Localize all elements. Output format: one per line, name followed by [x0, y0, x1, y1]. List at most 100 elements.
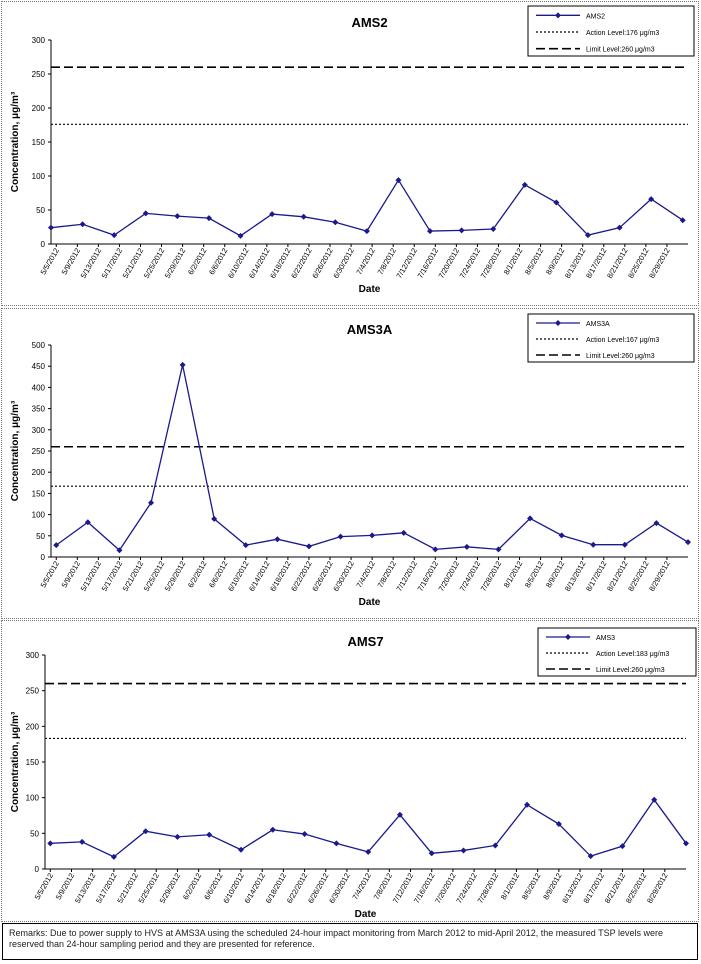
chart-ams3a-x-tick-label: 5/5/2012	[39, 560, 61, 590]
chart-ams2-x-tick-label: 5/29/2012	[163, 247, 187, 280]
chart-ams2-data-point	[616, 224, 623, 231]
chart-ams2-legend-series-label: AMS2	[586, 13, 605, 20]
chart-ams7-data-point	[428, 850, 435, 857]
chart-ams3a-data-point	[337, 533, 344, 540]
chart-ams2-y-tick-label: 0	[41, 240, 46, 249]
chart-ams7-data-point	[301, 831, 308, 838]
chart-ams3a-legend-series-label: AMS3A	[586, 321, 610, 328]
chart-ams3a-data-point	[685, 539, 691, 546]
chart-ams2-data-point	[427, 228, 434, 235]
chart-ams3a-data-point	[116, 547, 123, 554]
chart-ams3a-data-point	[53, 542, 60, 549]
chart-ams7-legend-limit-label: Limit Level:260 μg/m3	[596, 667, 665, 674]
chart-ams2-data-point	[237, 232, 244, 239]
chart-ams7-data-point	[651, 796, 658, 803]
chart-ams2-legend-action-label: Action Level:176 μg/m3	[586, 30, 659, 37]
chart-ams2-data-point	[300, 213, 307, 220]
chart-ams2-y-tick-label: 300	[32, 36, 46, 45]
chart-ams2-data-point	[584, 232, 591, 239]
chart-ams2-data-point	[458, 227, 465, 234]
chart-ams3a-legend-series-marker	[555, 320, 561, 326]
chart-ams2-y-tick-label: 50	[36, 206, 45, 215]
chart-ams3a-data-point	[495, 546, 502, 553]
chart-ams2-x-tick-label: 7/4/2012	[354, 247, 376, 277]
chart-ams3a-y-tick-label: 150	[32, 489, 46, 498]
chart-ams7-data-point	[619, 843, 626, 850]
chart-ams2-data-point	[395, 177, 402, 184]
chart-ams2-x-tick-label: 5/5/2012	[39, 247, 61, 277]
chart-ams7-legend-action-label: Action Level:183 μg/m3	[596, 651, 669, 658]
chart-ams3a-data-point	[148, 499, 155, 506]
chart-ams7-data-point	[79, 838, 86, 845]
chart-ams3a-x-tick-label: 8/5/2012	[523, 560, 545, 590]
chart-ams2-data-point	[679, 217, 686, 224]
chart-ams2-y-axis-label: Concentration, μg/m³	[10, 91, 21, 192]
chart-ams2-data-point	[269, 211, 276, 218]
chart-ams3a-data-point	[463, 543, 470, 550]
chart-ams3a-data-point	[242, 542, 249, 549]
chart-ams3a-y-tick-label: 100	[32, 511, 46, 520]
chart-ams2-x-tick-label: 8/9/2012	[544, 247, 566, 277]
chart-ams2-data-point	[521, 181, 528, 188]
chart-ams3a-data-point	[211, 515, 218, 522]
chart-ams3a-x-tick-label: 8/1/2012	[502, 560, 524, 590]
chart-ams7-x-tick-label: 6/2/2012	[181, 872, 203, 902]
chart-ams3a-data-point	[558, 532, 565, 539]
chart-ams7-x-tick-label: 5/5/2012	[33, 872, 55, 902]
chart-ams2-data-point	[79, 221, 86, 228]
chart-ams7-data-point	[142, 828, 149, 835]
chart-ams3a-x-tick-label: 8/9/2012	[544, 560, 566, 590]
chart-ams7-data-point	[492, 842, 499, 849]
chart-ams7-y-tick-label: 100	[26, 794, 40, 803]
chart-ams3a-y-tick-label: 300	[32, 426, 46, 435]
chart-ams3a-title: AMS3A	[347, 322, 393, 337]
chart-ams3a-y-tick-label: 350	[32, 405, 46, 414]
chart-ams3a-y-tick-label: 500	[32, 341, 46, 350]
chart-ams7-x-tick-label: 5/29/2012	[158, 872, 182, 905]
chart-ams7-data-point	[524, 801, 531, 808]
chart-ams2-data-point	[490, 226, 497, 233]
chart-ams3a-data-point	[84, 519, 91, 526]
chart-ams3a-data-point	[179, 361, 186, 368]
chart-ams3a-y-tick-label: 50	[36, 532, 45, 541]
chart-ams3a-y-tick-label: 250	[32, 447, 46, 456]
chart-ams3a-x-tick-label: 7/28/2012	[479, 560, 503, 593]
chart-ams3a-legend-limit-label: Limit Level:260 μg/m3	[586, 353, 655, 360]
chart-ams3a-x-tick-label: 7/4/2012	[354, 560, 376, 590]
chart-ams7-x-tick-label: 6/30/2012	[327, 872, 351, 905]
chart-ams2-data-point	[553, 199, 560, 206]
chart-ams7-data-point	[238, 846, 245, 853]
chart-ams7-y-tick-label: 0	[35, 865, 40, 874]
chart-ams7-legend-series-marker	[565, 634, 571, 640]
chart-ams3a-x-tick-label: 6/2/2012	[186, 560, 208, 590]
chart-ams2-y-tick-label: 100	[32, 172, 46, 181]
chart-ams3a-data-point	[369, 532, 376, 539]
chart-ams3a-data-point	[432, 546, 439, 553]
chart-ams3a-y-tick-label: 0	[41, 553, 46, 562]
chart-ams3a-x-tick-label: 7/8/2012	[376, 560, 398, 590]
chart-ams7-x-tick-label: 7/8/2012	[372, 872, 394, 902]
chart-ams3a-data-point	[527, 515, 534, 522]
chart-ams3a-series-line	[55, 364, 689, 552]
chart-ams3a-x-tick-label: 5/9/2012	[60, 560, 82, 590]
chart-ams2-data-point	[142, 210, 149, 217]
chart-ams7-y-axis-label: Concentration, μg/m³	[10, 711, 21, 812]
chart-ams3a-y-tick-label: 450	[32, 362, 46, 371]
chart-ams7-title: AMS7	[347, 634, 383, 649]
chart-ams7-legend-series-label: AMS3	[596, 635, 615, 642]
chart-ams2-title: AMS2	[351, 15, 387, 30]
chart-ams7-data-point	[683, 840, 689, 847]
chart-ams3a-y-tick-label: 400	[32, 383, 46, 392]
chart-ams7-data-point	[174, 833, 181, 840]
chart-ams7-data-point	[460, 847, 467, 854]
chart-ams2-data-point	[174, 213, 181, 220]
chart-ams7-data-point	[110, 853, 117, 860]
chart-ams7-x-tick-label: 8/5/2012	[520, 872, 542, 902]
chart-ams2-legend-box	[527, 5, 695, 57]
chart-ams7-y-tick-label: 300	[26, 651, 40, 660]
chart-ams2-x-tick-label: 6/6/2012	[207, 247, 229, 277]
chart-ams3a-x-tick-label: 8/29/2012	[647, 560, 671, 593]
chart-ams3a-data-point	[274, 536, 281, 543]
